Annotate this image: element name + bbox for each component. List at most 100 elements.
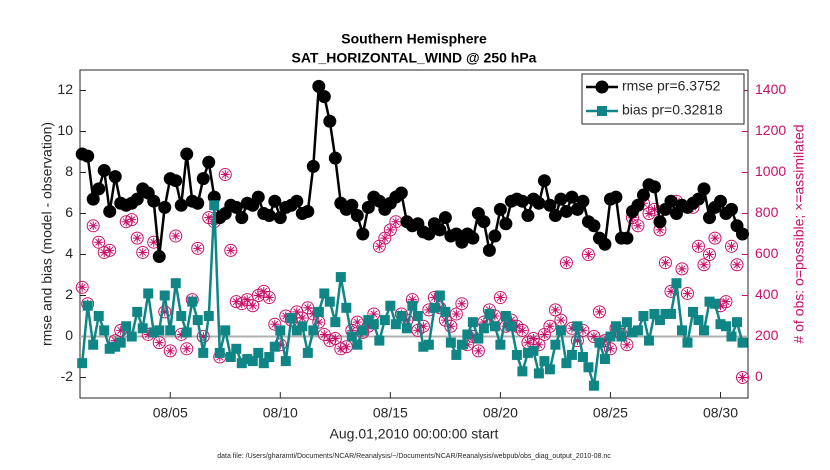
y-tick-label: 6 bbox=[65, 204, 73, 220]
bias-marker bbox=[379, 315, 390, 326]
obs-assimilated bbox=[677, 264, 687, 274]
obs-assimilated bbox=[468, 332, 478, 341]
obs-possible bbox=[691, 239, 705, 253]
obs-marker bbox=[383, 223, 397, 237]
obs-possible bbox=[196, 330, 210, 343]
x-axis-label: Aug.01,2010 00:00:00 start bbox=[330, 426, 499, 442]
rmse-marker bbox=[433, 223, 447, 237]
obs-marker bbox=[581, 248, 595, 261]
obs-assimilated bbox=[127, 215, 137, 225]
rmse-marker bbox=[653, 215, 667, 229]
obs-marker bbox=[620, 338, 634, 352]
bias-marker bbox=[154, 325, 165, 336]
rmse-marker bbox=[158, 200, 172, 214]
obs-assimilated bbox=[534, 340, 544, 350]
obs-marker bbox=[180, 342, 194, 356]
rmse-marker bbox=[724, 202, 738, 216]
obs-assimilated bbox=[193, 243, 203, 253]
obs-marker bbox=[92, 235, 106, 249]
bias-marker bbox=[242, 354, 253, 365]
obs-assimilated bbox=[682, 288, 692, 298]
obs-marker bbox=[86, 219, 100, 233]
rmse-marker bbox=[631, 198, 645, 212]
bias-marker bbox=[88, 339, 99, 350]
rmse-marker bbox=[262, 209, 276, 223]
obs-marker bbox=[218, 168, 232, 182]
bias-marker bbox=[445, 337, 456, 348]
obs-marker bbox=[730, 258, 744, 272]
y-tick-label: 12 bbox=[57, 81, 73, 97]
bias-marker bbox=[132, 306, 143, 317]
obs-assimilated bbox=[600, 336, 610, 346]
obs-assimilated bbox=[402, 315, 412, 325]
rmse-marker bbox=[202, 155, 216, 169]
obs-assimilated bbox=[583, 250, 593, 259]
bias-marker bbox=[357, 325, 368, 336]
rmse-marker bbox=[317, 90, 331, 104]
bias-marker bbox=[280, 356, 291, 367]
obs-marker bbox=[136, 245, 150, 259]
bias-marker bbox=[555, 325, 566, 336]
obs-possible bbox=[180, 342, 194, 356]
obs-assimilated bbox=[710, 233, 720, 243]
obs-marker bbox=[339, 340, 353, 354]
bias-marker bbox=[269, 341, 280, 352]
obs-marker bbox=[444, 319, 458, 333]
obs-assimilated bbox=[341, 342, 351, 352]
obs-possible bbox=[702, 248, 716, 261]
obs-marker bbox=[163, 344, 177, 358]
rmse-marker bbox=[108, 170, 122, 184]
obs-possible bbox=[152, 336, 166, 350]
obs-assimilated bbox=[407, 295, 417, 305]
bias-marker bbox=[335, 272, 346, 283]
obs-assimilated bbox=[275, 340, 285, 350]
rmse-marker bbox=[328, 151, 342, 165]
obs-assimilated bbox=[226, 245, 236, 255]
obs-assimilated bbox=[506, 315, 516, 325]
bias-marker bbox=[638, 311, 649, 321]
obs-assimilated bbox=[726, 241, 736, 251]
bias-marker bbox=[456, 339, 467, 350]
obs-marker bbox=[680, 286, 694, 300]
rmse-marker bbox=[147, 194, 161, 208]
rmse-marker bbox=[323, 114, 337, 128]
obs-assimilated bbox=[374, 241, 384, 251]
obs-marker bbox=[152, 336, 166, 350]
obs-possible bbox=[548, 303, 562, 317]
obs-possible bbox=[493, 291, 507, 305]
obs-assimilated bbox=[143, 329, 153, 339]
rmse-marker bbox=[691, 192, 705, 206]
bias-marker bbox=[605, 331, 616, 342]
obs-assimilated bbox=[440, 315, 450, 325]
obs-assimilated bbox=[589, 332, 599, 341]
bias-marker bbox=[660, 308, 671, 319]
bias-marker bbox=[346, 331, 357, 342]
obs-assimilated bbox=[561, 258, 571, 268]
bias-marker bbox=[566, 349, 577, 360]
bias-marker bbox=[539, 356, 550, 367]
obs-assimilated bbox=[182, 344, 192, 354]
obs-assimilated bbox=[149, 237, 159, 247]
rmse-marker bbox=[92, 182, 106, 196]
bias-marker bbox=[533, 368, 544, 379]
rmse-marker bbox=[499, 217, 513, 231]
rmse-marker bbox=[174, 198, 188, 212]
bias-marker bbox=[440, 306, 451, 317]
obs-assimilated bbox=[105, 245, 115, 255]
bias-marker bbox=[214, 347, 225, 358]
bias-marker bbox=[610, 321, 621, 332]
rmse-marker bbox=[543, 198, 557, 212]
bias-marker bbox=[324, 296, 335, 307]
obs-possible bbox=[444, 319, 458, 333]
obs-assimilated bbox=[699, 260, 709, 270]
y2-axis-label: # of obs: o=possible; ×=assimilated bbox=[791, 124, 807, 343]
obs-assimilated bbox=[363, 321, 373, 331]
bias-marker bbox=[676, 325, 687, 336]
y2-tick-label: 200 bbox=[755, 327, 779, 343]
y-tick-label: -2 bbox=[61, 368, 74, 384]
obs-possible bbox=[224, 243, 238, 257]
obs-marker bbox=[130, 231, 144, 245]
bias-marker bbox=[165, 325, 176, 336]
bias-marker bbox=[693, 315, 704, 326]
obs-assimilated bbox=[578, 325, 588, 335]
